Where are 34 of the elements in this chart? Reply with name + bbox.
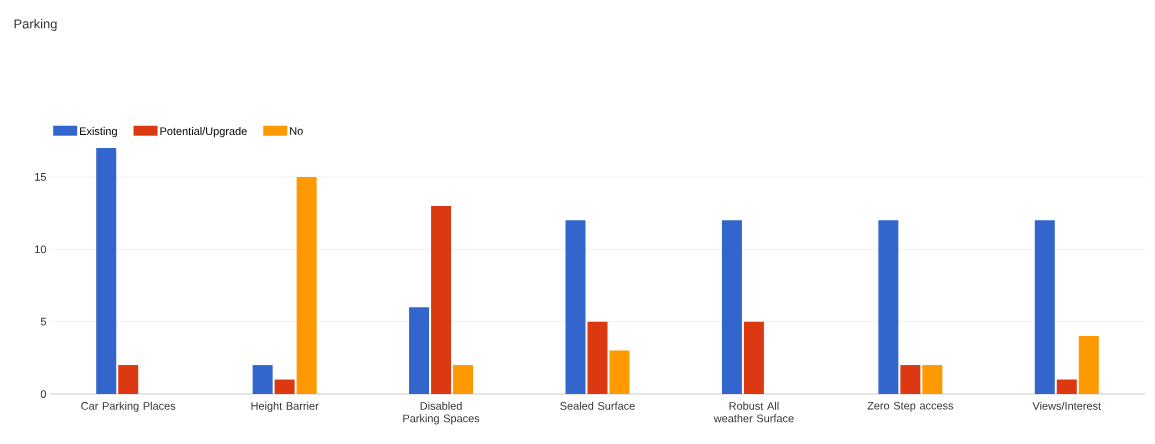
bar xyxy=(878,220,899,394)
x-tick-label: Zero Step access xyxy=(867,401,954,412)
bar xyxy=(743,321,764,394)
bar xyxy=(1078,336,1099,394)
legend-label: Existing xyxy=(80,127,117,138)
bar xyxy=(1056,379,1077,394)
x-tick-label: Sealed Surface xyxy=(560,401,635,410)
bar xyxy=(118,365,139,394)
bar xyxy=(453,365,474,394)
y-tick-label: 0 xyxy=(40,390,47,398)
bar xyxy=(274,379,295,394)
bar xyxy=(1034,220,1055,394)
legend-label: Potential/Upgrade xyxy=(160,127,247,138)
bar xyxy=(922,365,943,394)
x-tick-label: Car Parking Places xyxy=(81,401,176,412)
legend-label: No xyxy=(290,127,303,135)
bar xyxy=(609,350,630,394)
bar xyxy=(296,176,317,394)
bar xyxy=(96,148,117,394)
chart-title: Parking xyxy=(14,18,57,32)
y-tick-label: 5 xyxy=(40,317,47,326)
y-tick-label: 10 xyxy=(35,245,47,254)
bar xyxy=(431,205,452,394)
x-tick-label: Robust All weather Surface xyxy=(713,401,794,423)
bar xyxy=(409,307,430,394)
bar xyxy=(900,365,921,394)
x-tick-label: Disabled Parking Spaces xyxy=(403,401,480,425)
bar xyxy=(587,321,608,394)
bar xyxy=(565,220,586,394)
bar xyxy=(721,220,742,394)
x-tick-label: Views/Interest xyxy=(1032,401,1102,410)
x-tick-label: Height Barrier xyxy=(251,401,319,412)
y-tick-label: 15 xyxy=(35,173,47,181)
bar xyxy=(252,365,273,394)
